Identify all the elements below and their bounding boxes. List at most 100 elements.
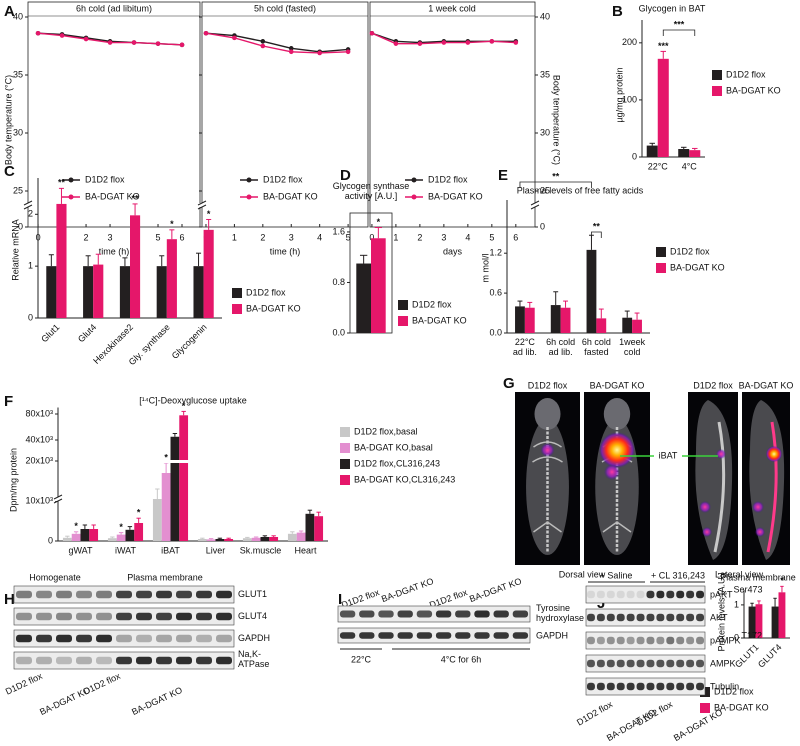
blot-band [116, 590, 132, 599]
bar [596, 318, 607, 333]
blot-band [636, 636, 645, 645]
panel-letter: G [503, 375, 515, 392]
y-tick-label: 1.2 [489, 248, 502, 258]
blot-band [676, 590, 685, 599]
blot-band [16, 656, 32, 665]
bar [287, 533, 297, 541]
chart-title: 1 week cold [428, 3, 476, 13]
chart-title: Glycogen in BAT [639, 3, 706, 13]
blot-band [606, 590, 615, 599]
point [35, 30, 41, 36]
legend-swatch [340, 443, 350, 453]
point [260, 43, 266, 49]
significance-label: * [137, 508, 141, 518]
view-label: Lateral view [715, 569, 764, 579]
point [288, 46, 294, 51]
y-tick-label: 0 [632, 151, 637, 161]
blot-band [666, 590, 675, 599]
plot-frame [27, 1, 201, 228]
bar [125, 529, 135, 541]
point [155, 41, 161, 46]
blot-band [586, 590, 595, 599]
blot-band [196, 634, 212, 643]
blot-row [585, 631, 706, 650]
lane-label: D1D2 flox [4, 671, 44, 697]
blot-row [337, 627, 531, 644]
blot-band [474, 610, 490, 618]
condition-label: 4°C for 6h [441, 654, 482, 664]
legend-label: D1D2 flox [428, 174, 468, 184]
blot-band [676, 613, 685, 622]
blot-band [686, 682, 695, 691]
blot-band [56, 590, 72, 599]
blot-band [156, 634, 172, 643]
blot-band [493, 632, 509, 639]
uptake-blob [755, 527, 765, 537]
blot-band [626, 682, 635, 691]
row-label: AKT [710, 612, 728, 622]
row-label: Na,K-ATPase [238, 649, 269, 669]
bar [632, 319, 642, 333]
point [83, 36, 89, 42]
blot-band [636, 613, 645, 622]
y-tick-label: 0 [48, 535, 53, 545]
x-tick-label: 4 [317, 232, 322, 242]
legend-label: BA-DGAT KO [714, 702, 769, 712]
lane-label: BA-DGAT KO [380, 576, 435, 604]
blot-band [339, 610, 356, 618]
row-label: GLUT4 [238, 611, 267, 621]
y-axis-label: Body temperature (°C) [3, 75, 13, 165]
bar [170, 436, 180, 541]
chart-title: Plasma levels of free fatty acids [517, 185, 644, 195]
plot-frame [201, 1, 369, 228]
blot-band [666, 659, 675, 668]
blot-band [435, 632, 452, 639]
legend-marker [411, 194, 417, 200]
x-tick-label: 3 [441, 232, 446, 242]
y-tick-label: 0.6 [489, 287, 502, 297]
legend-label: BA-DGAT KO,basal [354, 442, 433, 452]
significance-label: * [170, 219, 174, 229]
bar [356, 263, 371, 333]
chart-title: 6h cold (ad libitum) [76, 3, 152, 13]
legend-marker [246, 177, 252, 183]
legend-label: D1D2 flox [726, 69, 766, 79]
point [107, 40, 113, 45]
blot-band [16, 634, 32, 643]
blot-band [626, 659, 635, 668]
mouse-head [534, 398, 561, 430]
y-tick-label: 100 [622, 94, 637, 104]
mouse-head [603, 398, 631, 430]
significance-label: ** [58, 178, 66, 188]
blot-band [596, 613, 605, 622]
point [369, 30, 375, 36]
y-tick-label: 0.8 [332, 277, 345, 287]
x-tick-label: Heart [294, 545, 317, 555]
legend-label: D1D2 flox [670, 246, 710, 256]
x-tick-label: 4 [465, 232, 470, 242]
chart-title: [¹⁴C]-Deoxyglucose uptake [139, 395, 246, 405]
point [288, 49, 294, 55]
blot-band [696, 636, 705, 645]
blot-band [96, 612, 112, 621]
bar [260, 537, 270, 541]
blot-band [686, 613, 695, 622]
bar [152, 499, 162, 541]
y-axis-label: Protein levels [A.U.] [716, 572, 726, 651]
blot-band [216, 590, 232, 599]
x-tick-label: 3 [108, 232, 113, 242]
bar [203, 229, 214, 318]
spine [713, 421, 726, 553]
view-label: Dorsal view [559, 569, 606, 579]
blot-band [96, 656, 112, 665]
legend-swatch [656, 247, 666, 257]
blot-band [596, 659, 605, 668]
bar [119, 266, 130, 318]
x-tick-label: 5 [489, 232, 494, 242]
legend-label: BA-DGAT KO,CL316,243 [354, 474, 455, 484]
bar [89, 529, 99, 541]
bar [166, 239, 177, 318]
y-tick-label: 10x10³ [25, 495, 53, 505]
line-series [205, 32, 349, 54]
row-label: GAPDH [238, 633, 270, 643]
